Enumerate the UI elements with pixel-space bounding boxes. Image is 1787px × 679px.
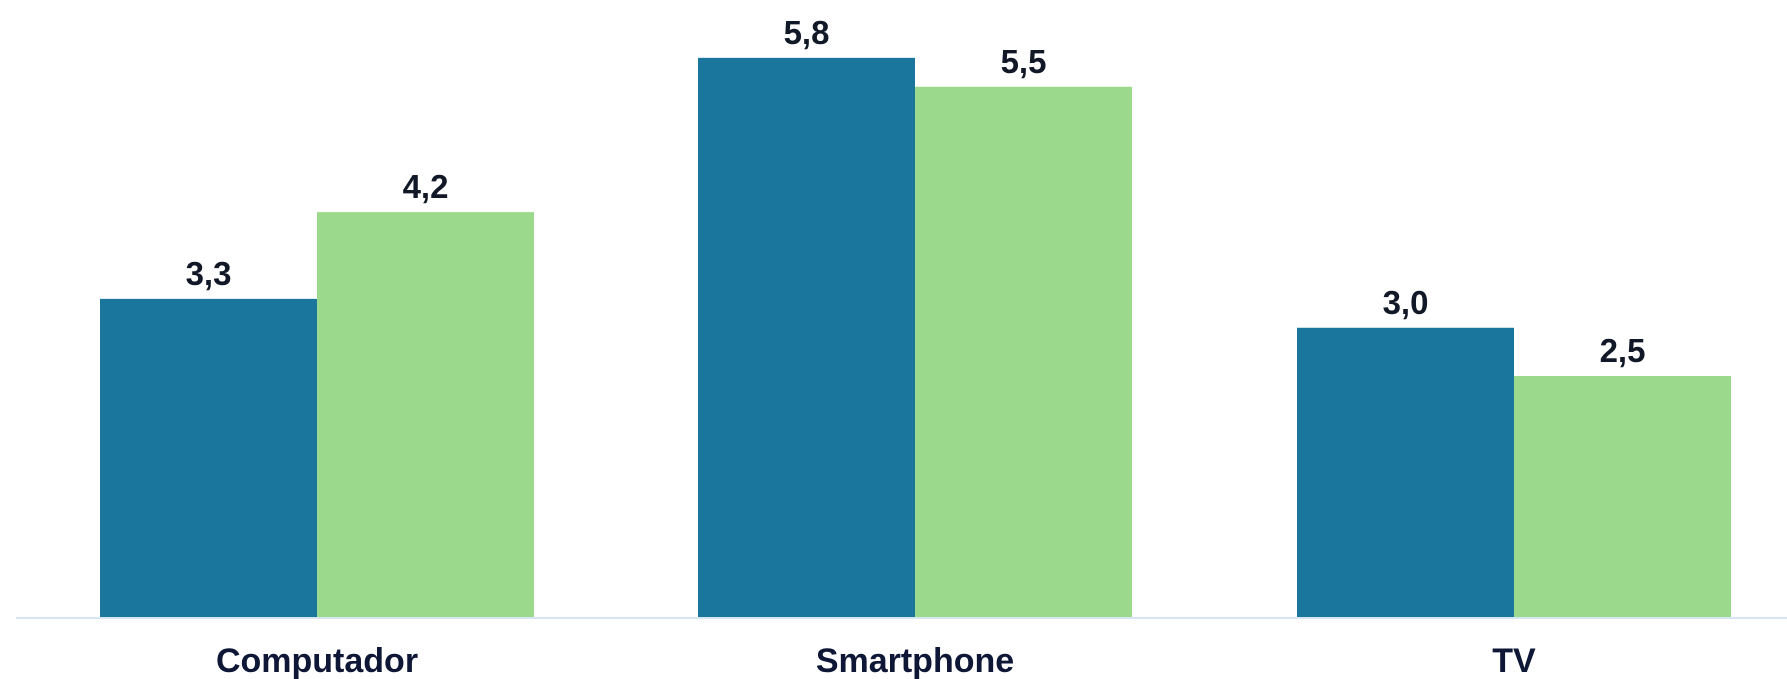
bar-tv-series-2 [1514,375,1731,617]
bar-smartphone-series-2 [915,86,1132,617]
data-labels-layer: 3,3 4,2 5,8 5,5 3,0 2,5 [186,14,1646,369]
x-tick-label-computador: Computador [216,642,418,679]
data-label-computador-series-2: 4,2 [403,168,449,205]
data-label-smartphone-series-1: 5,8 [784,14,830,51]
data-label-tv-series-1: 3,0 [1383,284,1429,321]
data-label-tv-series-2: 2,5 [1600,332,1646,369]
bar-computador-series-2 [317,212,534,617]
x-axis-labels: Computador Smartphone TV [216,642,1536,679]
data-label-computador-series-1: 3,3 [186,255,232,292]
bar-computador-series-1 [100,298,317,617]
x-tick-label-tv: TV [1492,642,1536,679]
bars-layer [100,57,1731,617]
x-tick-label-smartphone: Smartphone [816,642,1014,679]
bar-smartphone-series-1 [698,57,915,617]
bar-tv-series-1 [1297,327,1514,617]
data-label-smartphone-series-2: 5,5 [1001,43,1047,80]
